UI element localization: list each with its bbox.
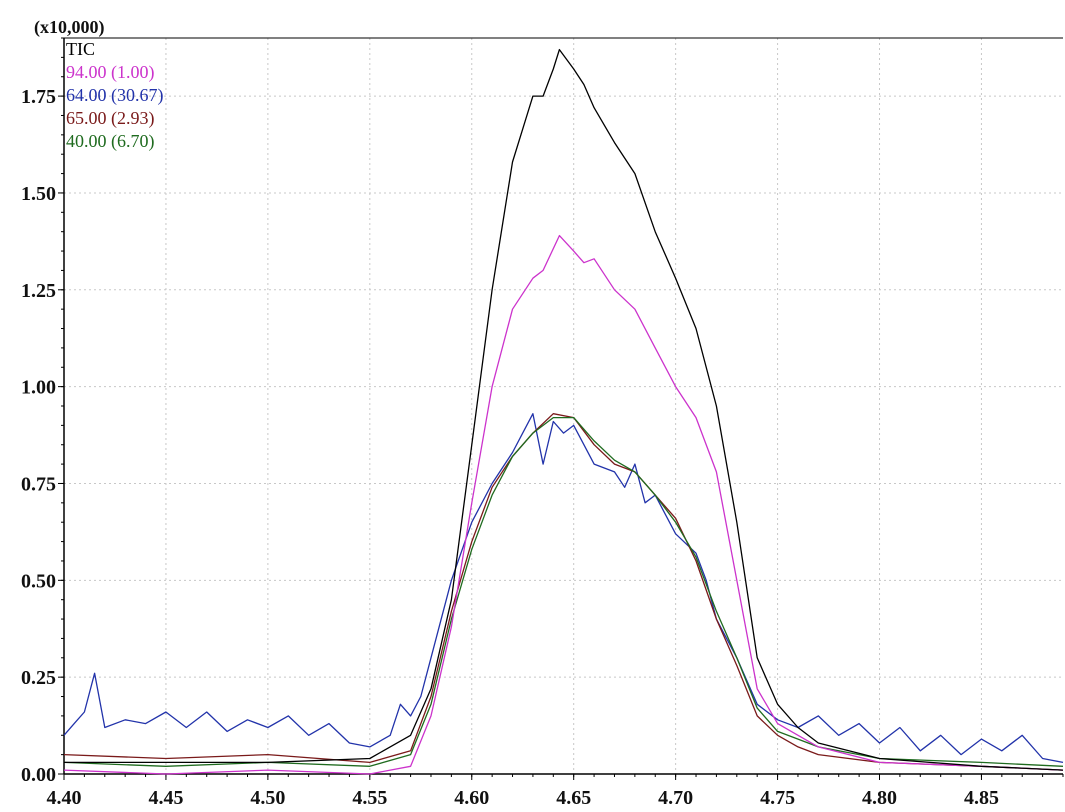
y-tick-label: 0.25: [21, 667, 56, 689]
x-tick-label: 4.70: [658, 787, 693, 809]
legend: TIC 94.00 (1.00)64.00 (30.67)65.00 (2.93)…: [66, 39, 164, 152]
series-line-4: [63, 416, 1064, 767]
y-axis-ticks: 0.00 0.25 0.50 0.75 1.00 1.25 1.50 1.75: [21, 37, 64, 786]
x-tick-label: 4.85: [964, 787, 999, 809]
y-tick-label: 0.00: [21, 764, 56, 786]
x-tick-label: 4.50: [250, 787, 285, 809]
x-tick-label: 4.40: [47, 787, 82, 809]
legend-entry: 94.00 (1.00): [66, 62, 155, 83]
legend-entry: 65.00 (2.93): [66, 108, 155, 129]
y-tick-label: 1.25: [21, 280, 56, 302]
series-line-3: [63, 413, 1064, 771]
legend-entry: TIC: [66, 39, 95, 59]
y-tick-label: 0.75: [21, 473, 56, 495]
series-line-1: [63, 234, 1064, 775]
x-tick-label: 4.75: [760, 787, 795, 809]
y-multiplier-label: (x10,000): [34, 17, 105, 38]
grid: [64, 38, 1063, 774]
x-tick-label: 4.60: [454, 787, 489, 809]
x-axis-ticks: 4.40 4.45 4.50 4.55 4.60 4.65 4.70 4.75 4.80 4.85: [47, 774, 1064, 809]
axes: [63, 37, 1063, 775]
x-tick-label: 4.80: [862, 787, 897, 809]
y-tick-label: 1.75: [21, 86, 56, 108]
y-tick-label: 1.00: [21, 377, 56, 399]
series-line-2: [63, 413, 1064, 764]
y-tick-label: 1.50: [21, 183, 56, 205]
series-lines: [63, 48, 1064, 775]
legend-entry: 64.00 (30.67): [66, 85, 164, 106]
x-tick-label: 4.45: [148, 787, 183, 809]
legend-entry: 40.00 (6.70): [66, 131, 155, 152]
x-tick-label: 4.55: [352, 787, 387, 809]
y-tick-label: 0.50: [21, 570, 56, 592]
series-line-0: [64, 48, 1064, 771]
x-tick-label: 4.65: [556, 787, 591, 809]
